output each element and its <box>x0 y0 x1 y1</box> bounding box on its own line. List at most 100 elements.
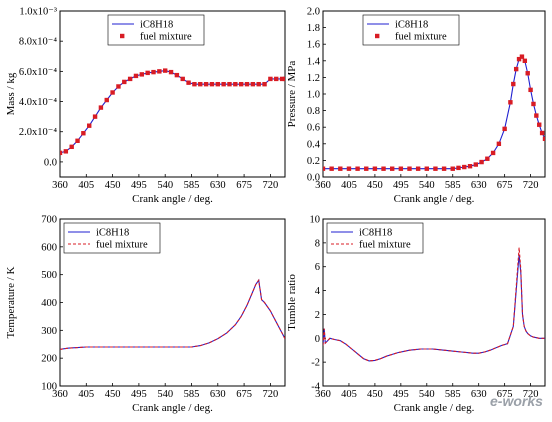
y-tick-label: 200 <box>41 354 57 365</box>
legend-label: iC8H18 <box>96 228 129 239</box>
x-tick-label: 585 <box>184 180 200 191</box>
x-tick-label: 450 <box>105 389 121 400</box>
data-point <box>92 114 98 119</box>
x-tick-label: 450 <box>367 389 383 400</box>
data-point <box>81 131 86 136</box>
x-tick-label: 630 <box>210 389 226 400</box>
x-tick-label: 540 <box>419 180 435 191</box>
data-point <box>60 150 63 156</box>
data-point <box>238 81 244 87</box>
x-axis-label: Crank angle / deg. <box>132 402 213 414</box>
data-point <box>104 97 109 103</box>
x-tick-label: 405 <box>78 389 94 400</box>
y-tick-label: 0.2 <box>307 156 320 167</box>
y-tick-label: 10 <box>310 215 321 226</box>
x-tick-label: 405 <box>341 389 357 400</box>
data-point <box>75 138 80 143</box>
data-point <box>162 68 168 73</box>
x-tick-label: 630 <box>210 180 226 191</box>
y-axis-label: Mass / kg <box>5 72 17 115</box>
data-point <box>110 90 115 95</box>
data-point <box>462 164 467 170</box>
data-point <box>513 66 519 72</box>
data-point <box>256 81 261 87</box>
data-point <box>268 76 273 82</box>
data-point <box>346 166 352 171</box>
legend <box>326 222 424 254</box>
y-tick-label: 8.0x10⁻⁴ <box>19 37 57 48</box>
legend-label: fuel mixture <box>359 240 411 251</box>
data-point <box>133 73 139 79</box>
x-tick-label: 675 <box>497 389 513 400</box>
data-point <box>63 149 69 154</box>
data-point <box>424 166 429 171</box>
y-axis-label: Pressure / MPa <box>286 61 298 128</box>
data-point <box>398 166 404 171</box>
data-point <box>221 81 226 87</box>
x-tick-label: 495 <box>393 389 409 400</box>
data-point <box>490 150 496 156</box>
data-point <box>528 87 533 93</box>
data-point <box>511 81 516 87</box>
data-point <box>87 123 92 128</box>
y-tick-label: 4.0x10⁻⁴ <box>19 97 57 108</box>
data-point <box>467 164 473 169</box>
data-point <box>186 80 191 85</box>
x-tick-label: 540 <box>157 389 173 400</box>
legend <box>362 14 460 46</box>
data-point <box>450 166 455 171</box>
x-tick-label: 495 <box>131 180 147 191</box>
data-point <box>323 166 326 171</box>
data-point <box>496 141 502 146</box>
y-tick-label: 400 <box>41 298 57 309</box>
y-tick-label: 6 <box>315 262 320 273</box>
data-point <box>539 130 545 136</box>
x-tick-label: 360 <box>315 389 331 400</box>
data-point <box>279 76 285 82</box>
x-axis-label: Crank angle / deg. <box>394 402 475 414</box>
x-tick-label: 585 <box>445 389 461 400</box>
series-line <box>60 70 285 154</box>
x-tick-label: 450 <box>105 180 121 191</box>
data-point <box>542 136 545 142</box>
x-tick-label: 540 <box>157 180 173 191</box>
y-tick-label: 600 <box>41 242 57 253</box>
data-point <box>227 81 232 87</box>
data-point <box>233 81 238 87</box>
x-axis-label: Crank angle / deg. <box>394 193 475 205</box>
x-tick-label: 675 <box>236 180 252 191</box>
x-tick-label: 360 <box>52 180 68 191</box>
data-point <box>122 79 127 85</box>
y-tick-label: 2.0 <box>307 7 320 18</box>
data-point <box>456 165 461 171</box>
data-point <box>522 58 528 63</box>
x-tick-label: 675 <box>236 389 252 400</box>
data-point <box>192 81 197 87</box>
data-point <box>69 144 74 150</box>
y-tick-label: 6.0x10⁻⁴ <box>19 67 57 78</box>
legend-label: iC8H18 <box>359 228 392 239</box>
data-point <box>519 54 525 59</box>
data-point <box>198 81 203 87</box>
data-point <box>407 166 412 171</box>
y-tick-label: 2 <box>315 310 320 321</box>
y-tick-label: 0 <box>315 334 320 345</box>
legend-marker <box>120 33 125 39</box>
data-point <box>262 81 267 87</box>
data-point <box>485 156 490 161</box>
legend <box>63 222 161 254</box>
legend-label: fuel mixture <box>140 32 192 43</box>
data-point <box>145 70 150 76</box>
data-point <box>441 166 447 171</box>
data-point <box>139 72 145 77</box>
x-tick-label: 540 <box>419 389 435 400</box>
y-tick-label: -2 <box>311 358 320 369</box>
legend-label: fuel mixture <box>395 32 447 43</box>
temperature-chart: 360 405 450 495 540 585 630 675 720 100 200 300 400 5… <box>5 215 286 414</box>
data-point <box>516 56 522 62</box>
data-point <box>157 69 162 74</box>
data-point <box>174 72 180 78</box>
data-point <box>531 101 536 107</box>
data-point <box>250 81 256 87</box>
data-point <box>209 81 215 87</box>
